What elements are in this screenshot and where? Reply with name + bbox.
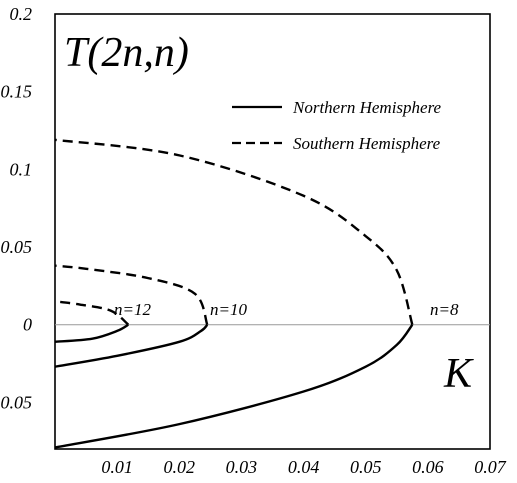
x-tick-label: 0.05	[350, 457, 382, 477]
legend-label-northern: Northern Hemisphere	[292, 98, 442, 117]
y-tick-label: 0.2	[10, 4, 33, 24]
x-tick-label: 0.07	[474, 457, 507, 477]
curve-label-n8: n=8	[430, 300, 459, 319]
series-line-n10-northern	[54, 323, 209, 368]
chart-title: T(2n,n)	[64, 30, 189, 76]
y-tick-label: 0.15	[1, 82, 33, 102]
y-tick-label: 0.05	[1, 237, 33, 257]
y-tick-labels: 0.2 0.15 0.1 0.05 0 -0.05	[0, 4, 32, 412]
x-tick-label: 0.04	[288, 457, 320, 477]
x-tick-label: 0.01	[101, 457, 133, 477]
curve-label-n12: n=12	[114, 300, 151, 319]
y-tick-label: 0.1	[10, 159, 33, 179]
curve-label-n10: n=10	[210, 300, 247, 319]
plot-frame	[54, 13, 491, 450]
x-axis-label: K	[443, 351, 474, 397]
series-line-n12-southern	[54, 300, 130, 326]
series-line-n10-southern	[54, 264, 209, 326]
y-tick-label: 0	[23, 315, 32, 335]
legend-label-southern: Southern Hemisphere	[293, 134, 441, 153]
series-line-n12-northern	[54, 323, 129, 343]
x-tick-labels: 0.01 0.02 0.03 0.04 0.05 0.06 0.07	[101, 457, 506, 477]
curves	[54, 138, 414, 449]
series-line-n8-northern	[54, 323, 414, 449]
legend: Northern Hemisphere Southern Hemisphere	[232, 98, 442, 153]
x-tick-label: 0.03	[226, 457, 258, 477]
x-tick-label: 0.02	[164, 457, 196, 477]
series-line-n8-southern	[54, 138, 414, 326]
x-tick-label: 0.06	[412, 457, 444, 477]
y-tick-label: -0.05	[0, 392, 32, 412]
